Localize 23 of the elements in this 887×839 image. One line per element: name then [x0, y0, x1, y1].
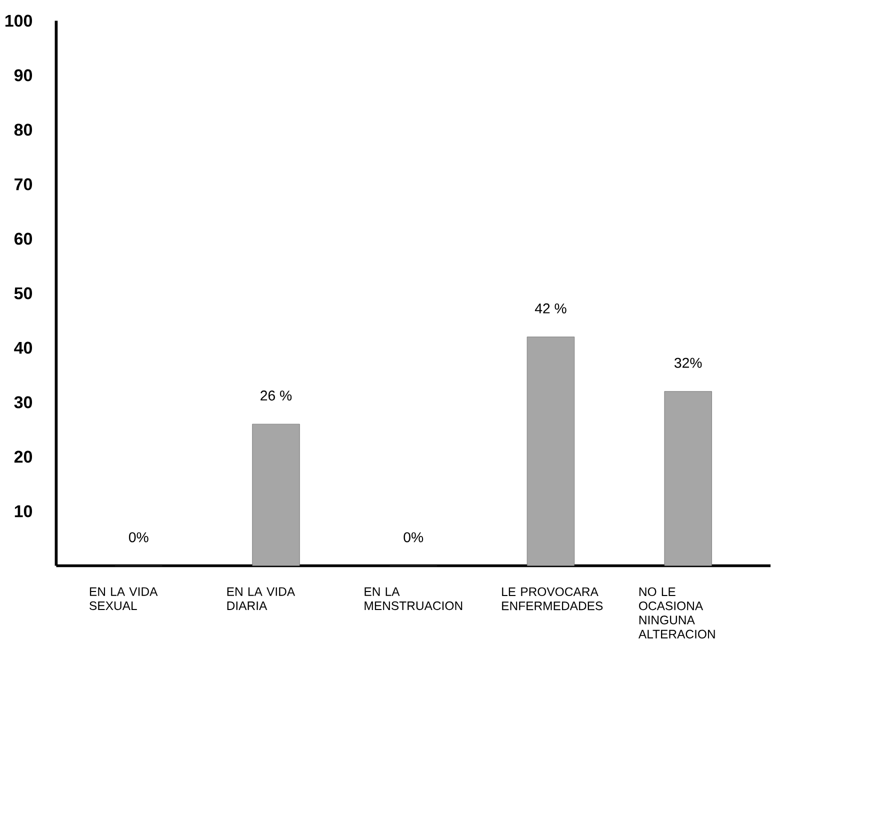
data-label: 26 %: [260, 390, 292, 400]
data-label: 32%: [674, 358, 702, 368]
y-tick-label: 80: [14, 124, 32, 136]
y-tick-label: 50: [14, 287, 32, 300]
x-tick-label: EN LA VIDA DIARIA: [227, 587, 296, 610]
y-tick-label: 100: [5, 14, 32, 27]
bar: [526, 336, 575, 566]
x-tick-label: EN LA VIDA SEXUAL: [90, 587, 158, 610]
y-tick-label: 10: [14, 505, 32, 518]
data-label: 0%: [128, 532, 148, 542]
data-label: 42 %: [534, 303, 566, 314]
x-tick-label: LE PROVOCARA ENFERMEDADES: [502, 587, 603, 610]
x-tick-label: EN LA MENSTRUACION: [364, 587, 462, 610]
y-tick-label: 90: [14, 69, 32, 82]
x-tick-label: NO LE OCASIONA NINGUNA ALTERACION: [638, 587, 715, 638]
y-tick-label: 30: [14, 396, 32, 408]
bar: [252, 424, 300, 566]
y-tick-label: 60: [14, 232, 32, 245]
y-tick-label: 40: [14, 342, 32, 354]
data-label: 0%: [404, 532, 424, 542]
y-tick-label: 20: [14, 450, 32, 463]
y-tick-label: 70: [14, 178, 32, 190]
bar: [664, 391, 712, 566]
